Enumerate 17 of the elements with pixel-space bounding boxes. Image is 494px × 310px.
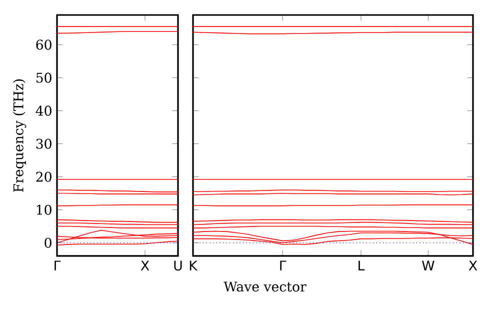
y-tick-label: 50 [36,72,52,83]
y-tick-label: 0 [44,238,52,248]
x-tick-label: L [358,260,365,270]
x-axis-title: Wave vector [224,282,306,292]
x-tick-label: Γ [280,260,286,270]
x-tick-label: Γ [54,260,61,270]
x-tick-label: W [422,260,434,270]
x-tick-label: X [140,260,150,270]
y-tick-label: 60 [36,40,52,50]
y-tick-label: 20 [36,172,52,182]
x-tick-label: X [468,260,478,270]
y-tick-label: 30 [36,138,52,149]
y-tick-label: 10 [36,204,52,215]
x-tick-label: K [190,260,198,270]
y-tick-label: 40 [36,106,52,116]
x-tick-label: U [174,260,182,271]
y-axis-title: Frequency (THz) [13,79,26,192]
